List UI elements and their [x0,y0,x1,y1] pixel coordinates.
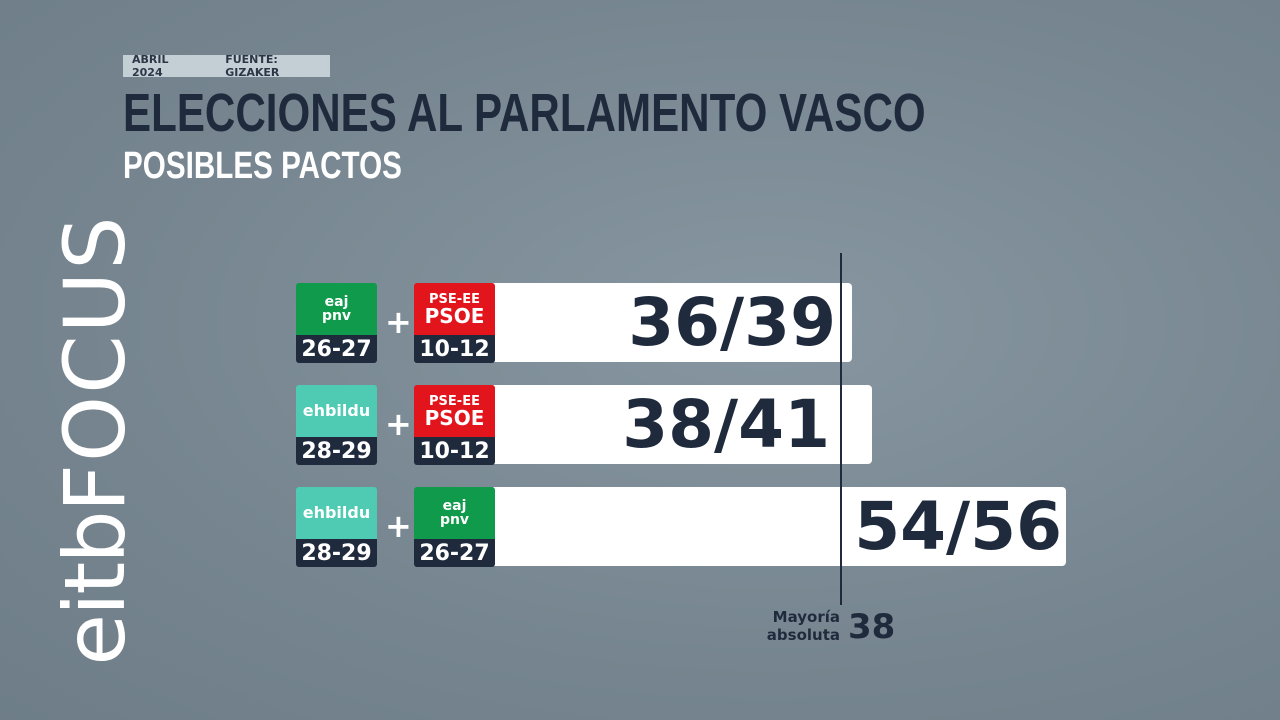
majority-line [840,253,842,605]
total-bar [490,487,1066,566]
brand-prefix: eitb [46,512,144,666]
source: FUENTE: GIZAKER [225,53,280,79]
party-logo: ehbildu 28-29 [296,487,377,567]
logo-mark: eaj pnv [414,487,495,539]
logo-text: ehbildu [302,401,371,420]
title: ELECCIONES AL PARLAMENTO VASCO [123,83,926,143]
party-logo: eaj pnv 26-27 [296,283,377,363]
header-tag: ABRIL 2024 FUENTE: GIZAKER [123,53,330,79]
logo-text: eaj [324,294,349,310]
logo-text: pnv [439,512,470,528]
date: ABRIL 2024 [132,53,169,79]
logo-mark: eaj pnv [296,283,377,335]
total-bar [490,385,872,464]
party-logo: PSE-EE PSOE 10-12 [414,385,495,465]
majority-label: Mayoría absoluta [767,608,840,644]
plus-sign: + [385,507,412,545]
party-logo: ehbildu 28-29 [296,385,377,465]
total-bar [490,283,852,362]
majority-label-line: Mayoría [772,608,840,626]
party-seats: 26-27 [414,539,495,567]
logo-text: eaj [442,498,467,514]
logo-text: PSE-EE [429,393,480,409]
logo-text: PSOE [424,405,485,430]
plus-sign: + [385,405,412,443]
party-logo: eaj pnv 26-27 [414,487,495,567]
logo-mark: PSE-EE PSOE [414,385,495,437]
logo-text: PSE-EE [429,291,480,307]
logo-text: PSOE [424,303,485,328]
party-seats: 10-12 [414,335,495,363]
logo-mark: ehbildu [296,487,377,539]
majority-label-line: absoluta [766,626,840,644]
pact-total: 38/41 [622,386,830,463]
brand-suffix: FOCUS [46,214,144,513]
pact-total: 36/39 [628,284,836,361]
brand: eitbFOCUS [46,214,144,665]
party-seats: 10-12 [414,437,495,465]
logo-mark: PSE-EE PSOE [414,283,495,335]
subtitle: POSIBLES PACTOS [123,145,402,187]
plus-sign: + [385,303,412,341]
pact-total: 54/56 [854,488,1062,565]
party-logo: PSE-EE PSOE 10-12 [414,283,495,363]
logo-text: ehbildu [302,503,371,522]
majority-value: 38 [848,607,896,647]
logo-text: pnv [321,308,352,324]
party-seats: 26-27 [296,335,377,363]
party-seats: 28-29 [296,437,377,465]
logo-mark: ehbildu [296,385,377,437]
party-seats: 28-29 [296,539,377,567]
